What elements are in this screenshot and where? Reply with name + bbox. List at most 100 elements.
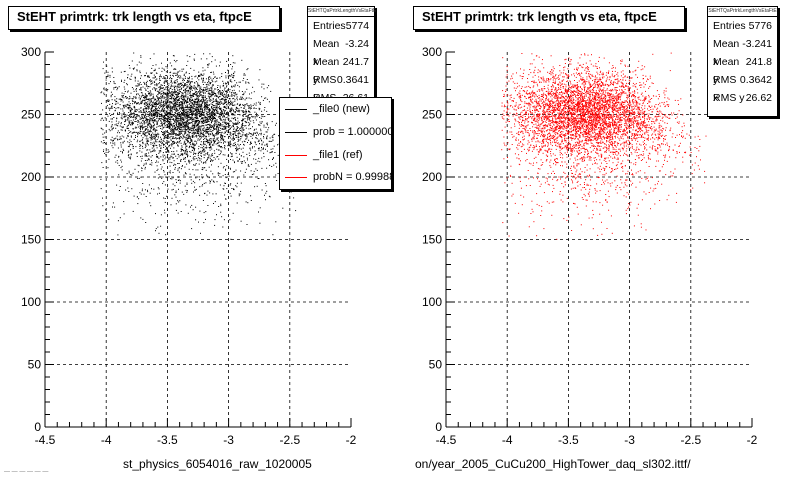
left-scatter-point — [172, 100, 174, 102]
left-scatter-point — [171, 125, 173, 127]
left-scatter-point — [204, 95, 206, 97]
left-scatter-point — [184, 132, 186, 134]
left-scatter-point — [230, 79, 232, 81]
left-scatter-point — [140, 88, 142, 90]
left-scatter-point — [158, 118, 160, 120]
left-scatter-point — [217, 166, 219, 168]
left-scatter-point — [199, 125, 201, 127]
left-scatter-point — [122, 126, 124, 128]
left-scatter-point — [182, 107, 184, 109]
left-scatter-point — [184, 110, 186, 112]
left-scatter-point — [211, 140, 212, 142]
left-scatter-point — [201, 108, 203, 110]
left-scatter-point — [242, 128, 244, 130]
left-scatter-point — [224, 131, 226, 133]
left-scatter-point — [245, 109, 247, 111]
left-scatter-point — [212, 144, 213, 146]
left-scatter-point — [193, 149, 195, 150]
left-scatter-point — [187, 125, 189, 127]
left-scatter-point — [208, 111, 210, 113]
left-scatter-point — [202, 151, 204, 153]
left-scatter-point — [233, 89, 235, 91]
left-scatter-point — [185, 124, 187, 126]
left-scatter-point — [259, 117, 261, 118]
left-scatter-point — [150, 107, 152, 109]
left-scatter-point — [186, 100, 188, 102]
left-scatter-point — [103, 149, 105, 151]
left-scatter-point — [229, 192, 231, 194]
left-scatter-point — [147, 105, 149, 107]
left-scatter-point — [202, 112, 204, 113]
left-scatter-point — [214, 158, 216, 160]
left-scatter-point — [172, 183, 174, 185]
left-scatter-point — [145, 72, 147, 74]
left-scatter-point — [207, 139, 209, 141]
left-scatter-point — [145, 103, 147, 105]
left-scatter-point — [145, 97, 147, 98]
left-scatter-point — [161, 87, 163, 89]
left-scatter-point — [150, 94, 152, 96]
left-scatter-point — [231, 90, 233, 92]
left-scatter-point — [134, 109, 136, 111]
left-scatter-point — [216, 130, 218, 132]
left-scatter-point — [121, 115, 123, 117]
left-scatter-point — [196, 106, 198, 108]
left-scatter-point — [169, 101, 171, 103]
left-scatter-point — [245, 104, 247, 106]
left-scatter-point — [191, 99, 193, 101]
left-scatter-point — [222, 92, 223, 94]
left-scatter-point — [118, 174, 120, 176]
left-scatter-point — [167, 99, 169, 101]
left-scatter-point — [167, 115, 169, 117]
left-scatter-point — [201, 105, 203, 107]
left-scatter-point — [188, 132, 190, 134]
left-scatter-point — [168, 116, 170, 118]
left-scatter-point — [203, 154, 205, 156]
left-scatter-point — [181, 84, 182, 86]
left-scatter-point — [272, 234, 274, 236]
left-scatter-point — [215, 115, 217, 117]
left-scatter-point — [135, 90, 137, 92]
left-scatter-point — [173, 118, 175, 120]
left-scatter-point — [151, 98, 153, 100]
left-scatter-point — [207, 83, 209, 85]
left-scatter-point — [119, 125, 121, 127]
left-scatter-point — [132, 145, 134, 147]
left-scatter-point — [153, 122, 154, 124]
left-scatter-point — [186, 121, 188, 123]
left-scatter-point — [233, 104, 235, 106]
left-scatter-point — [120, 71, 122, 73]
left-scatter-point — [252, 146, 253, 148]
left-scatter-point — [213, 181, 215, 183]
left-scatter-point — [181, 126, 183, 128]
left-scatter-point — [124, 124, 126, 125]
left-scatter-point — [168, 92, 170, 94]
left-scatter-point — [244, 111, 246, 113]
left-scatter-point — [223, 132, 225, 134]
left-scatter-point — [251, 137, 253, 139]
left-scatter-point — [228, 74, 230, 76]
left-scatter-point — [190, 108, 192, 110]
left-scatter-point — [130, 154, 132, 156]
left-scatter-point — [221, 98, 223, 100]
left-scatter-point — [177, 130, 179, 132]
left-scatter-point — [131, 188, 133, 190]
left-scatter-point — [175, 98, 177, 100]
left-scatter-point — [166, 103, 168, 104]
left-scatter-point — [140, 87, 142, 88]
left-scatter-point — [173, 132, 175, 134]
left-scatter-point — [213, 120, 215, 122]
left-scatter-point — [213, 90, 215, 92]
left-scatter-point — [143, 94, 145, 96]
left-scatter-point — [146, 142, 148, 144]
left-scatter-point — [207, 153, 209, 155]
left-scatter-point — [133, 96, 135, 98]
left-scatter-point — [208, 144, 210, 146]
left-scatter-point — [230, 100, 232, 102]
left-scatter-point — [191, 135, 193, 137]
left-scatter-point — [168, 117, 169, 119]
left-scatter-point — [231, 153, 233, 154]
left-scatter-point — [200, 143, 201, 145]
left-scatter-point — [203, 77, 204, 79]
left-scatter-point — [137, 119, 139, 121]
